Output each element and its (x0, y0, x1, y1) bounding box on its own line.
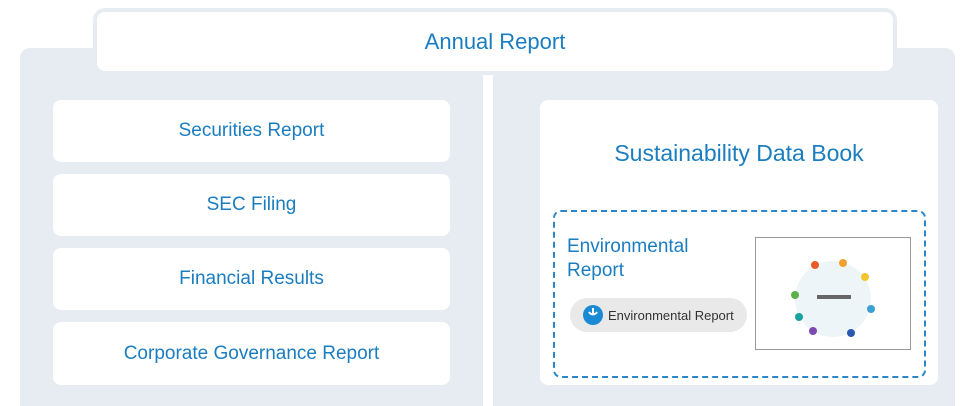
diagram: Annual Report Securities Report SEC Fili… (0, 0, 973, 406)
feature-title[interactable]: Environmental Report (567, 235, 727, 283)
nav-item[interactable]: Financial Results (53, 248, 450, 310)
button-icon (582, 304, 604, 326)
nav-item[interactable]: Corporate Governance Report (53, 322, 450, 385)
nav-item[interactable]: Securities Report (53, 100, 450, 162)
report-thumbnail[interactable] (755, 237, 911, 350)
right-title[interactable]: Sustainability Data Book (540, 140, 938, 167)
header-title: Annual Report (93, 8, 897, 75)
nav-item[interactable]: SEC Filing (53, 174, 450, 236)
feature-button[interactable]: Environmental Report (570, 298, 747, 332)
button-label: Environmental Report (608, 308, 734, 323)
